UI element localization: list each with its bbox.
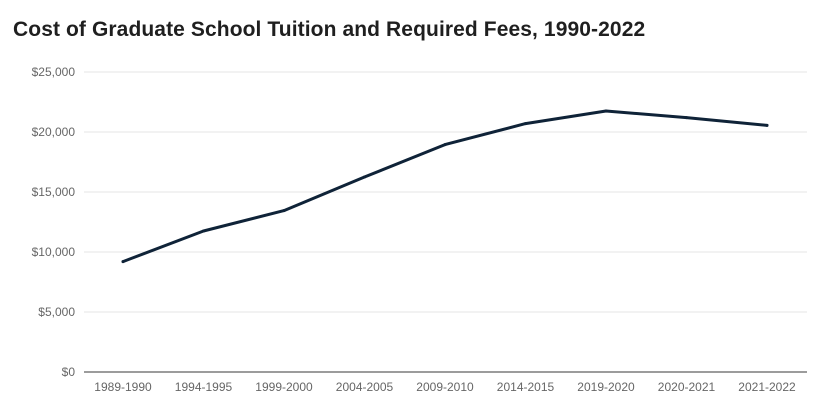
x-tick-label: 2021-2022 — [738, 380, 796, 394]
x-tick-label: 1999-2000 — [255, 380, 313, 394]
x-tick-label: 2019-2020 — [577, 380, 635, 394]
x-tick-label: 2014-2015 — [497, 380, 555, 394]
data-point — [282, 209, 286, 213]
data-point — [685, 116, 688, 120]
x-tick-label: 1994-1995 — [175, 380, 233, 394]
x-tick-label: 2009-2010 — [416, 380, 474, 394]
y-tick-label: $15,000 — [32, 185, 76, 199]
series-line — [121, 109, 769, 264]
y-tick-label: $10,000 — [32, 245, 76, 259]
x-tick-label: 1989-1990 — [94, 380, 152, 394]
gridlines — [84, 71, 807, 313]
data-point — [202, 229, 205, 233]
x-tick-label: 2020-2021 — [658, 380, 716, 394]
y-tick-label: $5,000 — [38, 305, 75, 319]
data-point — [121, 260, 125, 264]
data-point — [443, 143, 447, 147]
data-point — [524, 122, 527, 126]
data-point — [765, 123, 769, 127]
y-tick-label: $0 — [62, 365, 76, 379]
y-tick-label: $25,000 — [32, 65, 76, 79]
series-lines — [121, 109, 769, 264]
data-point — [604, 109, 608, 113]
y-tick-labels: $0 $5,000 $10,000 $15,000 $20,000 $25,000 — [32, 65, 76, 379]
x-tick-labels: 1989-1990 1994-1995 1999-2000 2004-2005 2009… — [94, 380, 796, 394]
chart-title: Cost of Graduate School Tuition and Requ… — [13, 18, 646, 41]
data-point — [363, 175, 366, 179]
y-tick-label: $20,000 — [32, 125, 76, 139]
x-tick-label: 2004-2005 — [336, 380, 394, 394]
